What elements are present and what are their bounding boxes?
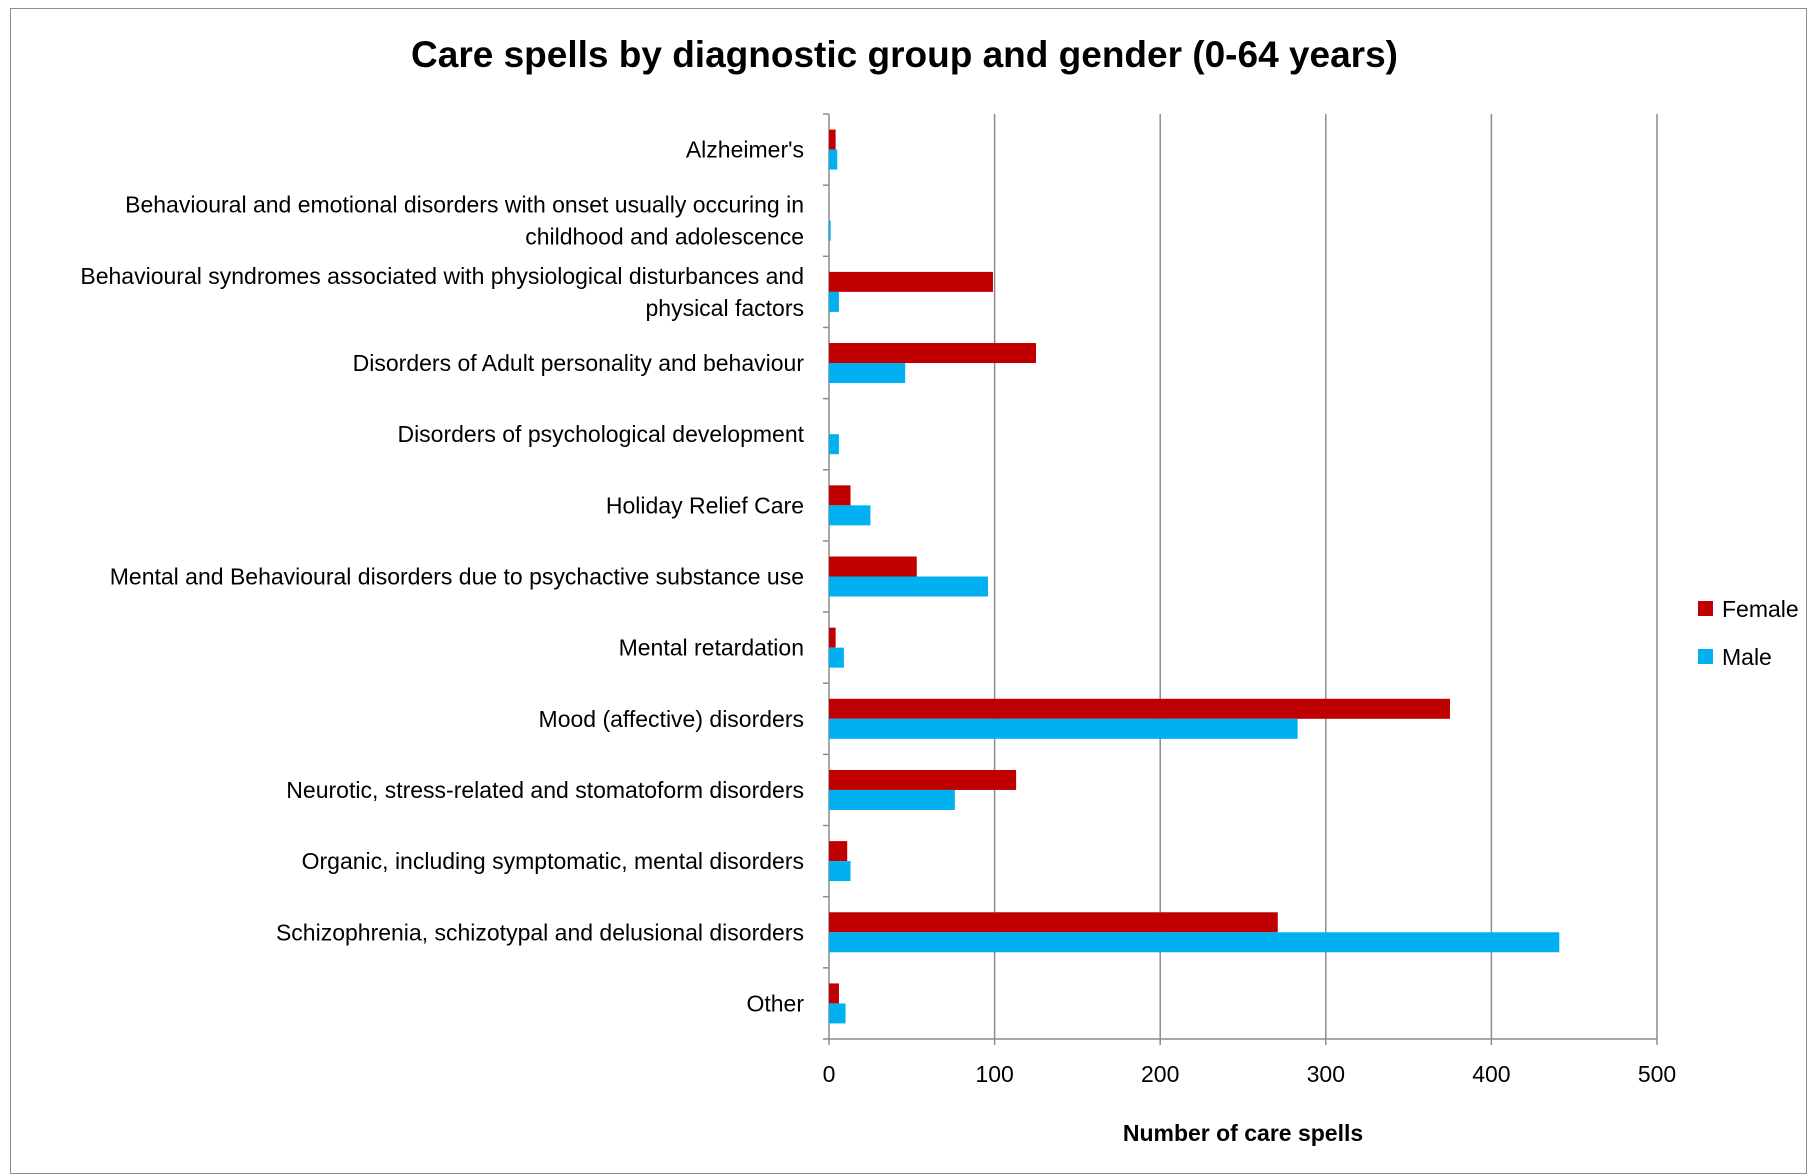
x-tick-label: 500 <box>1638 1061 1676 1087</box>
x-tick-label: 200 <box>1141 1061 1179 1087</box>
category-label: Disorders of psychological development <box>397 421 804 447</box>
bar-female <box>829 485 851 506</box>
x-axis-title: Number of care spells <box>1123 1120 1363 1146</box>
bar-male <box>829 363 906 384</box>
category-label: Behavioural and emotional disorders with… <box>125 192 804 218</box>
bar-male <box>829 789 955 810</box>
bar-female <box>829 271 993 292</box>
category-label: Disorders of Adult personality and behav… <box>353 350 805 376</box>
bar-male <box>829 861 851 882</box>
category-label: Schizophrenia, schizotypal and delusiona… <box>276 919 804 945</box>
bar-male <box>829 220 831 241</box>
x-tick-label: 100 <box>975 1061 1013 1087</box>
bar-female <box>829 769 1017 790</box>
category-label: Organic, including symptomatic, mental d… <box>302 848 804 874</box>
category-label: Holiday Relief Care <box>606 492 804 518</box>
bar-female <box>829 841 848 862</box>
bar-female <box>829 698 1450 719</box>
bar-male <box>829 149 838 170</box>
bar-female <box>829 129 836 150</box>
bar-male <box>829 932 1560 953</box>
legend-label-male: Male <box>1722 644 1772 670</box>
legend-label-female: Female <box>1722 596 1799 622</box>
bar-female <box>829 343 1036 364</box>
bar-female <box>829 556 917 577</box>
x-tick-label: 300 <box>1307 1061 1345 1087</box>
category-label: Mood (affective) disorders <box>539 706 804 732</box>
bar-male <box>829 291 839 312</box>
bar-male <box>829 434 839 455</box>
category-label: physical factors <box>645 295 804 321</box>
category-label: Alzheimer's <box>686 137 804 163</box>
category-label: Mental retardation <box>619 635 804 661</box>
bar-female <box>829 983 839 1004</box>
chart-title: Care spells by diagnostic group and gend… <box>411 34 1398 75</box>
bar-male <box>829 718 1298 739</box>
bar-female <box>829 627 836 648</box>
category-label: Neurotic, stress-related and stomatoform… <box>286 777 804 803</box>
category-label: Mental and Behavioural disorders due to … <box>110 564 804 590</box>
bar-male <box>829 576 988 597</box>
x-tick-label: 0 <box>823 1061 836 1087</box>
legend-swatch-male <box>1698 649 1713 664</box>
legend-swatch-female <box>1698 601 1713 616</box>
category-label: Behavioural syndromes associated with ph… <box>80 263 804 289</box>
category-label: Other <box>746 990 804 1016</box>
x-tick-label: 400 <box>1472 1061 1510 1087</box>
category-label: childhood and adolescence <box>525 224 804 250</box>
bar-male <box>829 647 844 668</box>
bar-male <box>829 1003 846 1024</box>
bar-male <box>829 505 871 526</box>
bar-female <box>829 912 1278 933</box>
